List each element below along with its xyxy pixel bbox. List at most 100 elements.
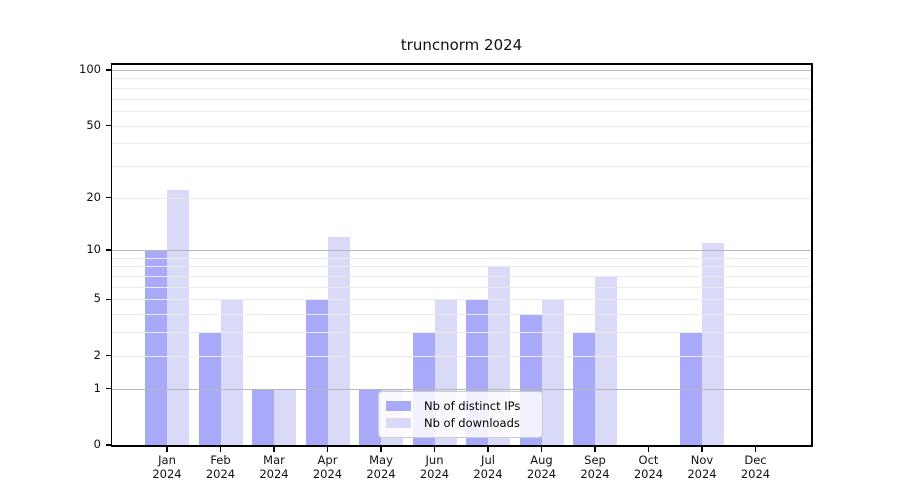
- minor-gridline: [112, 125, 811, 127]
- y-tickmark: [105, 444, 111, 446]
- x-tickmark: [487, 446, 489, 452]
- minor-gridline: [112, 197, 811, 199]
- x-tickmark: [166, 446, 168, 452]
- y-tickmark: [105, 124, 111, 127]
- minor-gridline: [112, 78, 811, 80]
- major-gridline: [112, 388, 811, 390]
- x-tick-label: Jun 2024: [403, 453, 467, 481]
- x-tick-label-year: 2024: [152, 466, 182, 481]
- minor-gridline: [112, 165, 811, 167]
- y-tickmark: [105, 354, 111, 357]
- minor-gridline: [112, 332, 811, 334]
- bar-distinct-ips: [198, 332, 221, 445]
- minor-gridline: [112, 266, 811, 268]
- minor-gridline: [112, 355, 811, 357]
- x-tickmark: [647, 446, 650, 452]
- minor-gridline: [112, 143, 811, 145]
- y-tick-label: 100: [79, 62, 101, 76]
- x-tick-label-year: 2024: [687, 466, 717, 481]
- x-tickmark: [701, 446, 703, 452]
- bar-downloads: [167, 190, 189, 445]
- bar-downloads: [541, 299, 564, 445]
- y-tick-label: 20: [86, 189, 101, 204]
- x-tick-label-year: 2024: [526, 466, 557, 481]
- x-tick-label: Jan 2024: [135, 453, 199, 481]
- x-tick-label: Jul 2024: [456, 453, 520, 481]
- x-tick-label: Nov 2024: [670, 453, 734, 481]
- x-tick-label-month: Apr: [317, 453, 338, 467]
- y-tickmark: [105, 196, 111, 199]
- y-tickmark: [105, 69, 111, 71]
- y-tick-label: 0: [93, 437, 101, 451]
- x-tick-label-year: 2024: [740, 466, 771, 481]
- x-tick-label-month: May: [369, 453, 393, 467]
- minor-gridline: [112, 87, 811, 89]
- legend-label-downloads: Nb of downloads: [424, 415, 520, 430]
- y-tick-label: 50: [86, 117, 101, 132]
- y-tick-label: 2: [93, 347, 101, 362]
- bar-distinct-ips: [359, 388, 381, 445]
- bottom-axis-spine: [110, 445, 813, 447]
- right-axis-spine: [811, 63, 813, 447]
- minor-gridline: [112, 299, 811, 301]
- bar-downloads: [595, 276, 617, 445]
- x-tickmark: [219, 446, 222, 452]
- x-tick-label-month: Dec: [744, 453, 767, 467]
- bar-downloads: [274, 388, 296, 445]
- bar-downloads: [702, 243, 724, 445]
- x-tick-label-month: Sep: [584, 453, 606, 467]
- x-tick-label: Apr 2024: [296, 453, 360, 481]
- bar-distinct-ips: [145, 250, 167, 445]
- x-tick-label-month: Feb: [210, 453, 231, 467]
- legend-swatch-downloads: [386, 417, 411, 428]
- x-tick-label-year: 2024: [633, 466, 664, 481]
- x-tick-label-month: Jan: [158, 453, 176, 467]
- x-tickmark: [540, 446, 543, 452]
- top-axis-spine: [110, 63, 813, 65]
- major-gridline: [112, 70, 811, 71]
- x-tick-label-month: Nov: [690, 453, 714, 467]
- y-tickmark: [105, 387, 111, 390]
- x-tick-label-year: 2024: [366, 466, 396, 481]
- x-tick-label-month: Mar: [263, 453, 285, 467]
- bar-distinct-ips: [252, 388, 274, 445]
- x-tickmark: [326, 446, 329, 452]
- chart-title: truncnorm 2024: [400, 36, 523, 54]
- legend: Nb of distinct IPs Nb of downloads: [378, 391, 543, 438]
- x-tick-label-month: Oct: [638, 453, 659, 467]
- minor-gridline: [112, 276, 811, 278]
- x-tickmark: [433, 446, 436, 452]
- x-tickmark: [594, 446, 596, 452]
- bar-distinct-ips: [573, 332, 595, 445]
- x-tick-label-month: Aug: [530, 453, 553, 467]
- x-tickmark: [273, 446, 275, 452]
- x-tick-label: May 2024: [349, 453, 413, 481]
- minor-gridline: [112, 286, 811, 288]
- bar-downloads: [327, 236, 350, 445]
- y-tick-label: 5: [93, 291, 101, 306]
- x-tickmark: [380, 446, 382, 452]
- x-tick-label: Mar 2024: [242, 453, 306, 481]
- y-tick-label: 1: [93, 380, 101, 395]
- y-tick-label: 10: [86, 242, 101, 257]
- minor-gridline: [112, 98, 811, 100]
- y-tickmark: [105, 249, 111, 251]
- bar-downloads: [220, 299, 243, 445]
- x-tickmark: [754, 446, 757, 452]
- x-tick-label-month: Jun: [425, 453, 444, 467]
- x-tick-label-year: 2024: [312, 466, 343, 481]
- legend-item-distinct-ips: Nb of distinct IPs: [386, 399, 534, 414]
- x-tick-label-year: 2024: [580, 466, 610, 481]
- legend-swatch-distinct-ips: [386, 401, 411, 412]
- x-tick-label: Oct 2024: [617, 453, 681, 481]
- x-tick-label-year: 2024: [259, 466, 289, 481]
- x-tick-label-year: 2024: [473, 466, 503, 481]
- minor-gridline: [112, 110, 811, 112]
- left-axis-spine: [110, 63, 112, 447]
- x-tick-label: Aug 2024: [510, 453, 574, 481]
- major-gridline: [112, 250, 811, 252]
- x-tick-label-year: 2024: [205, 466, 236, 481]
- legend-label-distinct-ips: Nb of distinct IPs: [424, 399, 521, 414]
- x-tick-label: Sep 2024: [563, 453, 627, 481]
